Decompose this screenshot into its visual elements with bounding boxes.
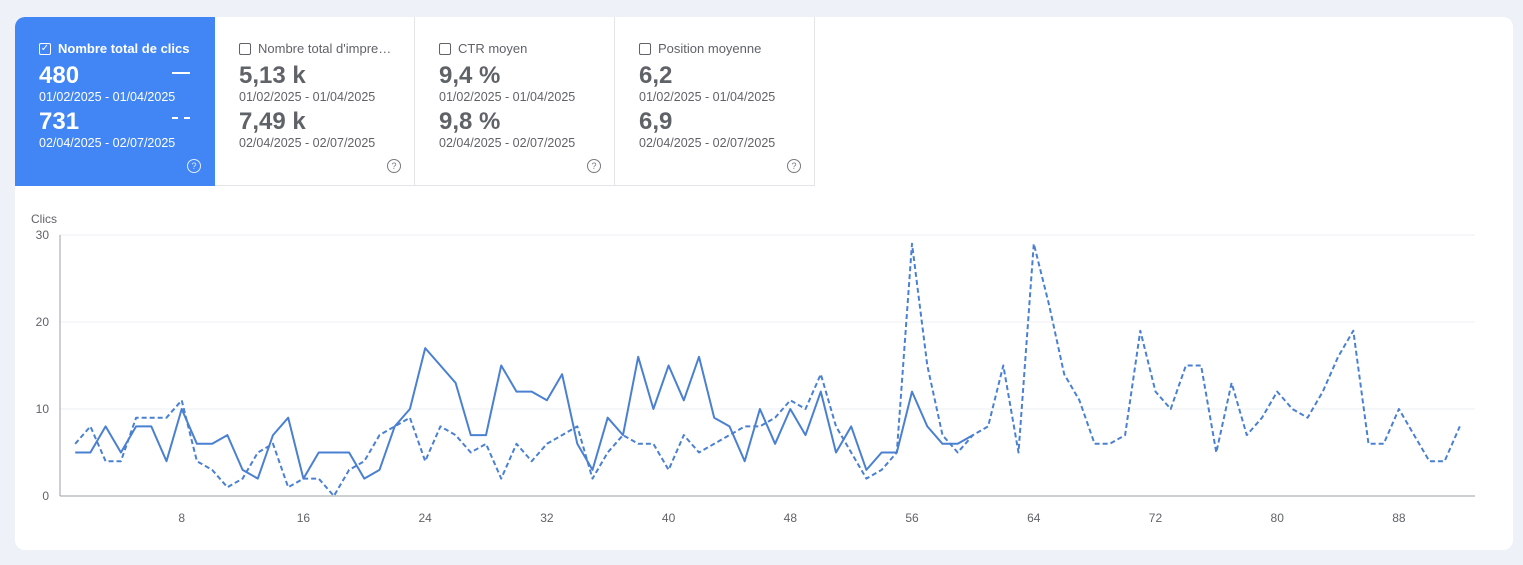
y-tick-label: 10 (36, 402, 50, 416)
metric-date-period2: 02/04/2025 - 02/07/2025 (439, 136, 576, 150)
y-axis-label: Clics (31, 212, 57, 226)
metric-value-period2: 9,8 % (439, 108, 501, 135)
gridlines (59, 234, 1475, 497)
y-tick-label: 30 (36, 228, 50, 242)
x-tick-label: 16 (297, 511, 311, 525)
metric-value-period2: 6,9 (639, 108, 673, 135)
help-icon[interactable]: ? (187, 159, 201, 173)
metric-date-period1: 01/02/2025 - 01/04/2025 (239, 90, 376, 104)
x-tick-label: 56 (905, 511, 919, 525)
y-tick-label: 20 (36, 315, 50, 329)
metric-label: Nombre total d'impre… (258, 41, 392, 56)
metric-date-period1: 01/02/2025 - 01/04/2025 (39, 90, 176, 104)
metric-date-period2: 02/04/2025 - 02/07/2025 (639, 136, 776, 150)
metric-value-period2: 7,49 k (239, 108, 306, 135)
x-tick-label: 40 (662, 511, 676, 525)
x-tick-label: 80 (1271, 511, 1285, 525)
metric-tiles: ✓ Nombre total de clics 480 01/02/2025 -… (15, 17, 815, 186)
checkbox-icon[interactable] (639, 42, 651, 55)
x-tick-label: 8 (178, 511, 185, 525)
checkbox-checked-icon[interactable]: ✓ (39, 42, 51, 55)
dashed-line-legend-icon (172, 117, 190, 119)
x-tick-label: 64 (1027, 511, 1041, 525)
metric-label: Position moyenne (658, 41, 762, 56)
x-tick-label: 32 (540, 511, 554, 525)
metric-header: ✓ Nombre total de clics (39, 41, 189, 56)
help-icon[interactable]: ? (387, 159, 401, 173)
x-tick-label: 88 (1392, 511, 1406, 525)
metric-date-period1: 01/02/2025 - 01/04/2025 (439, 90, 576, 104)
metric-value-period1: 9,4 % (439, 62, 501, 89)
metric-header: Position moyenne (639, 41, 761, 56)
metric-header: Nombre total d'impre… (239, 41, 391, 56)
metric-value-period1: 5,13 k (239, 62, 306, 89)
series-line-1 (75, 347, 974, 480)
metric-date-period2: 02/04/2025 - 02/07/2025 (239, 136, 376, 150)
y-tick-label: 0 (42, 489, 49, 503)
metric-tile-ctr[interactable]: CTR moyen 9,4 % 01/02/2025 - 01/04/2025 … (415, 17, 615, 186)
y-axis-ticks: 0 10 20 30 (36, 228, 50, 503)
checkbox-icon[interactable] (239, 42, 251, 55)
metric-tile-clicks[interactable]: ✓ Nombre total de clics 480 01/02/2025 -… (15, 17, 215, 186)
x-tick-label: 48 (784, 511, 798, 525)
help-icon[interactable]: ? (787, 159, 801, 173)
metric-value-period1: 6,2 (639, 62, 673, 89)
x-axis-ticks: 8 16 24 32 40 48 56 64 72 80 88 (178, 511, 1406, 525)
metric-header: CTR moyen (439, 41, 527, 56)
checkbox-icon[interactable] (439, 42, 451, 55)
metric-label: Nombre total de clics (58, 41, 190, 56)
metric-tile-impressions[interactable]: Nombre total d'impre… 5,13 k 01/02/2025 … (215, 17, 415, 186)
x-tick-label: 24 (418, 511, 432, 525)
metric-tile-position[interactable]: Position moyenne 6,2 01/02/2025 - 01/04/… (615, 17, 815, 186)
metric-value-period2: 731 (39, 108, 80, 135)
clicks-line-chart[interactable]: Clics 0 10 20 30 8 16 24 32 40 48 56 64 72 80 88 (15, 207, 1513, 547)
help-icon[interactable]: ? (587, 159, 601, 173)
metric-date-period2: 02/04/2025 - 02/07/2025 (39, 136, 176, 150)
metric-label: CTR moyen (458, 41, 528, 56)
solid-line-legend-icon (172, 72, 190, 74)
chart-series (74, 242, 1461, 497)
x-tick-label: 72 (1149, 511, 1163, 525)
metric-date-period1: 01/02/2025 - 01/04/2025 (639, 90, 776, 104)
series-line-2 (74, 242, 1461, 497)
performance-card: ✓ Nombre total de clics 480 01/02/2025 -… (15, 17, 1513, 550)
metric-value-period1: 480 (39, 62, 80, 89)
